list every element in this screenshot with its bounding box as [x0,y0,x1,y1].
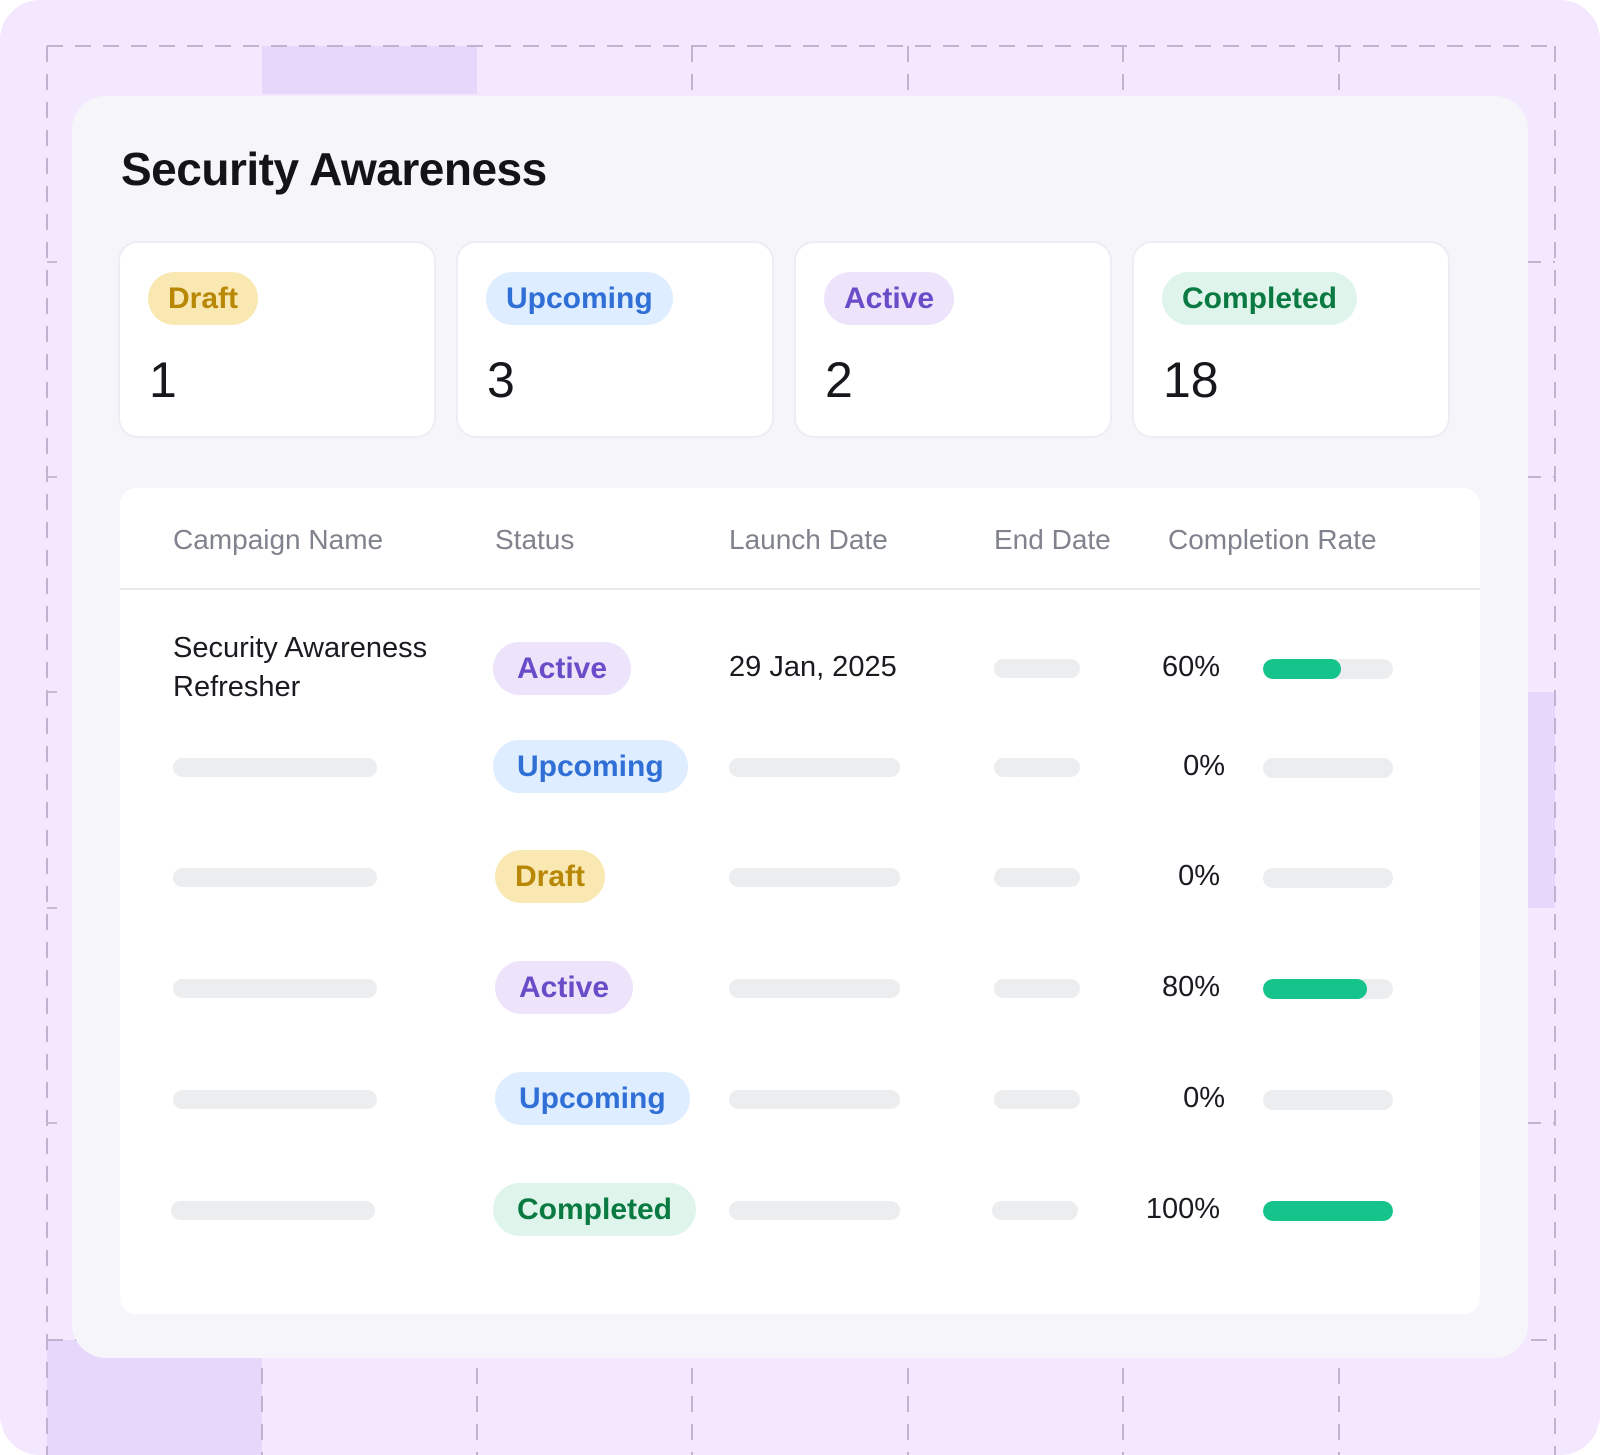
page-title: Security Awareness [121,143,547,195]
status-badge: Upcoming [493,740,688,793]
campaign-name-placeholder [173,1090,377,1109]
stat-count: 3 [487,352,515,408]
stat-count: 1 [149,352,177,408]
campaign-name: Security Awareness Refresher [173,632,428,703]
launch-date-placeholder [729,868,900,887]
end-date-placeholder [994,659,1080,678]
end-date-placeholder [994,758,1080,777]
completion-rate-value: 60% [1161,651,1220,683]
completion-progress-bar [1263,979,1393,999]
decor-block [262,46,477,94]
completion-progress-bar [1263,758,1393,778]
table-row[interactable]: Completed 100% [120,1177,1480,1277]
end-date-placeholder [992,1201,1078,1220]
launch-date-placeholder [729,979,900,998]
campaigns-table: Campaign Name Status Launch Date End Dat… [120,488,1480,1314]
stat-count: 18 [1163,352,1219,408]
table-row[interactable]: Draft 0% [120,844,1480,944]
status-badge: Active [493,642,632,695]
end-date-placeholder [994,979,1080,998]
campaign-name-placeholder [173,758,377,777]
launch-date-placeholder [729,758,900,777]
status-badge: Upcoming [495,1072,690,1125]
completion-progress-bar [1263,1201,1393,1221]
table-row[interactable]: Security Awareness Refresher Active 29 J… [120,625,1480,725]
table-row[interactable]: Upcoming 0% [120,1066,1480,1166]
completion-rate-value: 80% [1161,971,1220,1003]
completion-progress-bar [1263,659,1393,679]
header-divider [120,588,1480,590]
completion-progress-bar [1263,868,1393,888]
campaign-name-placeholder [173,979,377,998]
progress-fill [1263,979,1367,999]
column-header-completion-rate[interactable]: Completion Rate [1168,524,1377,555]
completion-rate-value: 0% [1183,1082,1225,1114]
end-date-placeholder [994,868,1080,887]
table-row[interactable]: Upcoming 0% [120,734,1480,834]
status-badge: Active [495,961,634,1014]
dashboard-card: Security Awareness Draft 1 Upcoming 3 Ac… [72,96,1528,1358]
column-header-launch-date[interactable]: Launch Date [729,524,888,555]
completion-rate-value: 0% [1183,750,1225,782]
stat-card-upcoming[interactable]: Upcoming 3 [456,241,774,438]
progress-fill [1263,659,1341,679]
stat-card-active[interactable]: Active 2 [794,241,1112,438]
completion-progress-bar [1263,1090,1393,1110]
stat-count: 2 [825,352,853,408]
end-date-placeholder [994,1090,1080,1109]
table-row[interactable]: Active 80% [120,955,1480,1055]
decor-block [47,1340,262,1455]
stat-card-completed[interactable]: Completed 18 [1132,241,1450,438]
status-badge: Upcoming [486,272,673,325]
status-badge: Active [824,272,955,325]
launch-date-placeholder [729,1090,900,1109]
progress-fill [1263,1201,1393,1221]
stat-card-draft[interactable]: Draft 1 [118,241,436,438]
status-badge: Completed [493,1183,697,1236]
launch-date: 29 Jan, 2025 [729,651,897,683]
status-badge: Draft [495,850,606,903]
status-badge: Draft [148,272,259,325]
campaign-name-placeholder [171,1201,375,1220]
column-header-status[interactable]: Status [495,524,575,555]
column-header-campaign-name[interactable]: Campaign Name [173,524,384,555]
completion-rate-value: 0% [1178,860,1220,892]
status-badge: Completed [1162,272,1358,325]
column-header-end-date[interactable]: End Date [994,524,1111,555]
launch-date-placeholder [729,1201,900,1220]
completion-rate-value: 100% [1145,1193,1220,1225]
campaign-name-placeholder [173,868,377,887]
